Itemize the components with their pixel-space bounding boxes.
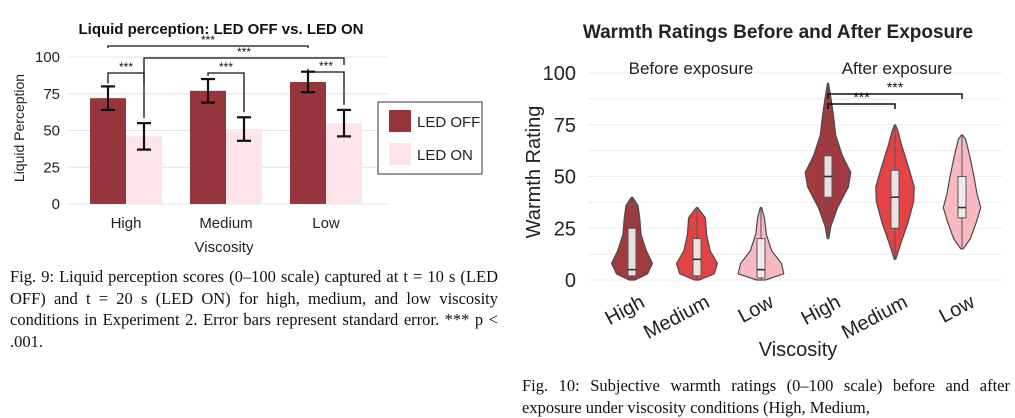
chart1-bars: [90, 81, 362, 204]
significance-bracket: [207, 72, 245, 113]
violin-chart-warmth-ratings: Warmth Ratings Before and After Exposure…: [523, 22, 1002, 361]
chart2-x-label: Viscosity: [759, 339, 838, 361]
group-label-after: After exposure: [842, 59, 953, 78]
chart2-title: Warmth Ratings Before and After Exposure: [583, 22, 973, 43]
violin-box-after-low: [957, 176, 967, 219]
chart2-y-tick-label: 50: [554, 167, 576, 189]
violin-box-before-high: [627, 227, 637, 277]
significance-bracket: [107, 45, 309, 48]
chart1-x-tick-label: Medium: [199, 215, 252, 232]
figure-9-caption: Fig. 9: Liquid perception scores (0–100 …: [10, 267, 498, 351]
chart1-y-tick-label: 50: [43, 123, 60, 140]
chart1-y-tick-label: 25: [43, 159, 60, 176]
significance-label: ***: [201, 33, 215, 47]
significance-label: ***: [887, 79, 904, 95]
chart2-x-tick-label: Low: [936, 291, 979, 328]
group-label-before: Before exposure: [629, 59, 754, 78]
significance-label: ***: [853, 89, 870, 105]
violin-box-after-medium: [890, 169, 900, 229]
significance-bracket: [107, 72, 145, 119]
significance-label: ***: [119, 60, 133, 74]
significance-label: ***: [319, 59, 333, 73]
significance-bracket: [827, 103, 896, 109]
bar-led-off-low: [290, 81, 326, 204]
chart2-violins: [610, 82, 982, 281]
chart2-x-tick-label: Low: [735, 291, 778, 328]
legend-label-led-off: LED OFF: [417, 114, 480, 131]
legend-swatch-led-off: [389, 110, 411, 132]
significance-bracket: [143, 57, 345, 85]
chart2-x-tick-label: Medium: [640, 291, 713, 344]
violin-box-before-medium: [692, 238, 702, 277]
chart1-x-tick-label: High: [111, 215, 142, 232]
chart1-y-tick-label: 0: [52, 196, 60, 213]
chart2-y-tick-label: 0: [565, 270, 576, 292]
violin-box-before-low: [756, 238, 766, 279]
significance-label: ***: [219, 60, 233, 74]
bar-led-off-medium: [190, 90, 226, 204]
chart1-y-tick-label: 100: [35, 49, 60, 66]
bar-led-off-high: [90, 98, 126, 204]
chart2-y-tick-label: 25: [554, 218, 576, 240]
chart2-y-tick-label: 100: [543, 63, 576, 85]
chart1-y-ticks: 0 25 50 75 100: [35, 49, 60, 213]
chart1-significance: *** *** *** *** ***: [107, 33, 345, 119]
chart1-title: Liquid perception: LED OFF vs. LED ON: [78, 21, 363, 38]
chart2-y-tick-label: 75: [554, 115, 576, 137]
chart1-x-tick-label: Low: [312, 215, 340, 232]
chart1-x-ticks: High Medium Low: [111, 215, 340, 232]
chart2-y-label: Warmth Rating: [523, 106, 545, 239]
significance-bracket: [307, 68, 345, 105]
chart2-y-ticks: 0 25 50 75 100: [543, 63, 576, 292]
significance-bracket: [827, 93, 963, 99]
chart1-y-label: Liquid Perception: [11, 74, 27, 182]
chart2-x-tick-label: Medium: [838, 291, 911, 344]
bar-chart-liquid-perception: Liquid perception: LED OFF vs. LED ON 0 2…: [11, 21, 483, 256]
chart1-legend: LED OFF LED ON: [377, 101, 483, 175]
figure-10-caption: Fig. 10: Subjective warmth ratings (0–10…: [522, 376, 1010, 417]
chart1-x-label: Viscosity: [195, 239, 254, 256]
legend-swatch-led-on: [389, 143, 411, 165]
chart2-significance: *** ***: [827, 79, 963, 109]
chart1-y-tick-label: 75: [43, 86, 60, 103]
legend-label-led-on: LED ON: [417, 147, 473, 164]
chart2-gridlines: [588, 72, 1002, 281]
significance-label: ***: [237, 45, 251, 59]
